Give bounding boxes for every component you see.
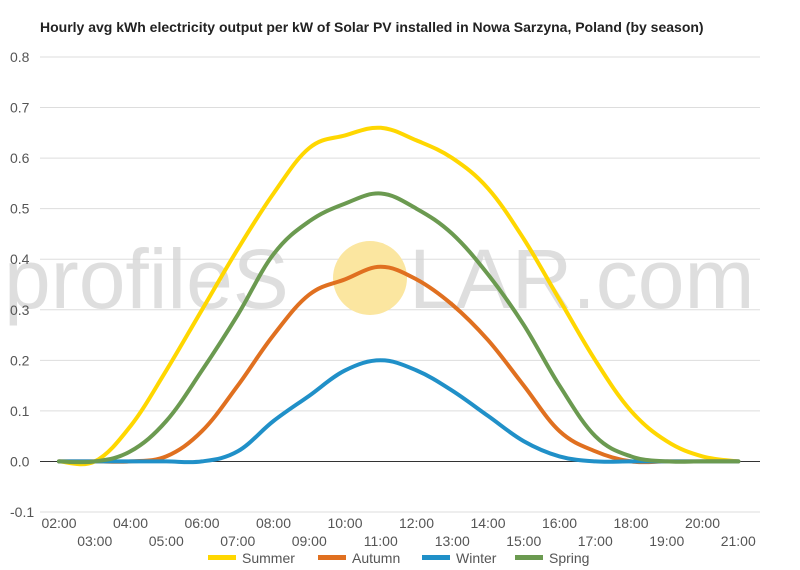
legend-label: Summer: [242, 550, 295, 566]
x-tick-label: 14:00: [470, 515, 505, 531]
chart-title: Hourly avg kWh electricity output per kW…: [40, 19, 704, 35]
series-line-summer: [57, 125, 741, 467]
series-line-winter: [57, 358, 741, 465]
y-tick-label: -0.1: [10, 504, 34, 520]
x-tick-label: 02:00: [41, 515, 76, 531]
x-tick-label: 13:00: [435, 533, 470, 549]
x-tick-label: 06:00: [184, 515, 219, 531]
legend-swatch: [422, 555, 450, 560]
x-tick-label: 18:00: [613, 515, 648, 531]
grid-layer: [40, 56, 760, 513]
x-tick-label: 09:00: [292, 533, 327, 549]
y-tick-label: 0.0: [10, 453, 30, 469]
watermark: profileS LAR.com: [4, 232, 754, 326]
y-tick-label: 0.5: [10, 201, 30, 217]
y-tick-label: 0.4: [10, 251, 30, 267]
y-tick-label: 0.7: [10, 100, 30, 116]
x-tick-label: 10:00: [327, 515, 362, 531]
watermark-sun-icon: [333, 241, 407, 315]
x-axis: 02:00 04:00 06:00 08:00 10:00 12:00 14:00 16:00…: [41, 515, 755, 549]
x-tick-label: 05:00: [149, 533, 184, 549]
y-tick-label: 0.6: [10, 150, 30, 166]
legend-item-autumn[interactable]: Autumn: [318, 550, 400, 566]
legend-item-summer[interactable]: Summer: [208, 550, 295, 566]
x-tick-label: 17:00: [578, 533, 613, 549]
x-tick-label: 07:00: [220, 533, 255, 549]
x-tick-label: 03:00: [77, 533, 112, 549]
x-tick-label: 11:00: [364, 533, 398, 549]
x-tick-label: 21:00: [721, 533, 756, 549]
legend-item-winter[interactable]: Winter: [422, 550, 497, 566]
y-tick-label: 0.3: [10, 302, 30, 318]
legend-swatch: [515, 555, 543, 560]
x-tick-label: 08:00: [256, 515, 291, 531]
y-tick-label: 0.2: [10, 352, 30, 368]
series-line-spring: [57, 191, 741, 465]
x-tick-label: 12:00: [399, 515, 434, 531]
y-axis: -0.1 0.0 0.1 0.2 0.3 0.4 0.5 0.6 0.7 0.8: [10, 49, 34, 520]
legend-item-spring[interactable]: Spring: [515, 550, 589, 566]
legend-label: Spring: [549, 550, 589, 566]
x-tick-label: 20:00: [685, 515, 720, 531]
legend-label: Autumn: [352, 550, 400, 566]
x-tick-label: 19:00: [649, 533, 684, 549]
series-layer: [57, 125, 741, 467]
legend-label: Winter: [456, 550, 497, 566]
y-tick-label: 0.1: [10, 403, 30, 419]
legend-swatch: [208, 555, 236, 560]
legend-swatch: [318, 555, 346, 560]
legend[interactable]: Summer Autumn Winter Spring: [208, 550, 589, 566]
x-tick-label: 15:00: [506, 533, 541, 549]
y-tick-label: 0.8: [10, 49, 30, 65]
x-tick-label: 04:00: [113, 515, 148, 531]
x-tick-label: 16:00: [542, 515, 577, 531]
watermark-left: profileS: [4, 232, 289, 326]
